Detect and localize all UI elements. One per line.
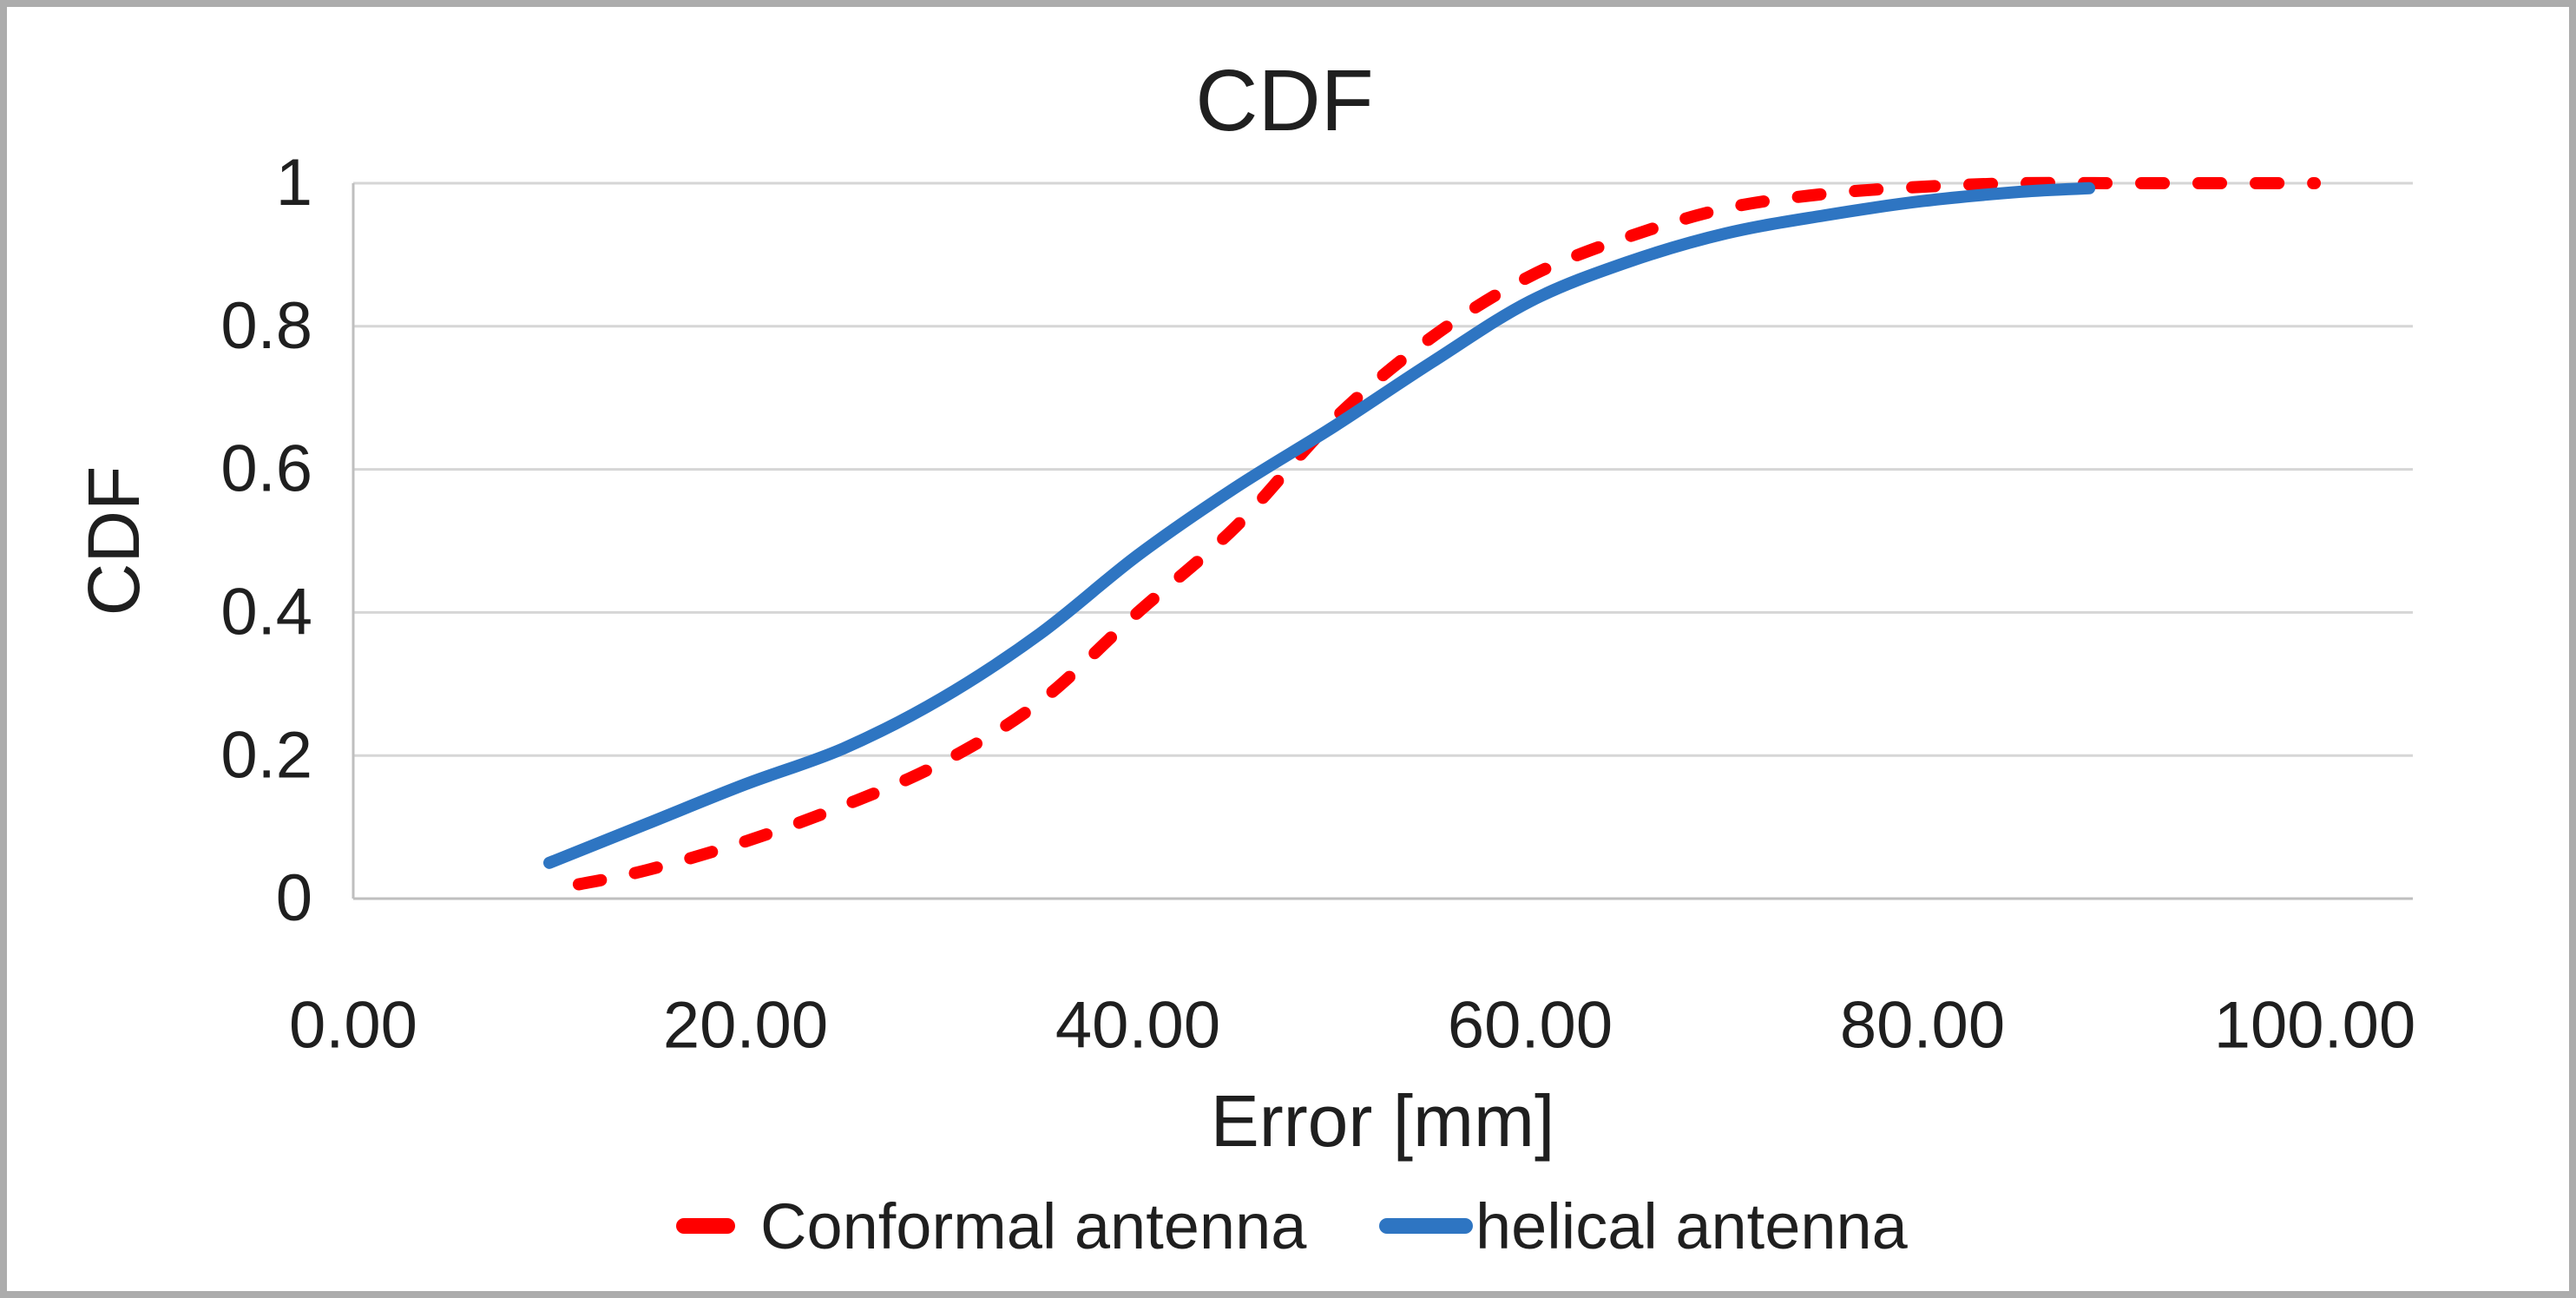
x-tick-label: 20.00	[663, 989, 828, 1063]
series-conformal-antenna-line	[572, 176, 2321, 891]
legend-item: helical antenna	[1379, 1190, 1909, 1262]
y-tick-label: 0.6	[220, 432, 312, 506]
x-tick-label: 60.00	[1448, 989, 1613, 1063]
y-axis-title: CDF	[73, 466, 154, 616]
y-axis-tick-labels: 0 0.2 0.4 0.6 0.8 1	[220, 146, 312, 935]
cdf-chart: 0.00 20.00 40.00 60.00 80.00 100.00 0 0.2 0.4 0.…	[73, 52, 2415, 1262]
legend-label: helical antenna	[1475, 1190, 1909, 1262]
y-tick-label: 0.2	[220, 718, 312, 792]
series-helical-antenna-line	[543, 181, 2096, 869]
chart-title: CDF	[1195, 52, 1374, 149]
x-tick-label: 100.00	[2214, 989, 2415, 1063]
x-tick-label: 40.00	[1055, 989, 1220, 1063]
legend-item: Conformal antenna	[676, 1190, 1307, 1262]
legend-label: Conformal antenna	[760, 1190, 1307, 1262]
x-axis-title: Error [mm]	[1211, 1080, 1555, 1162]
x-axis-tick-labels: 0.00 20.00 40.00 60.00 80.00 100.00	[289, 989, 2415, 1063]
legend: Conformal antenna helical antenna	[676, 1190, 1909, 1262]
gridlines	[353, 181, 2413, 900]
x-tick-label: 80.00	[1840, 989, 2005, 1063]
y-tick-label: 0.4	[220, 575, 312, 649]
series-layer	[543, 176, 2321, 891]
x-tick-label: 0.00	[289, 989, 417, 1063]
y-tick-label: 0.8	[220, 289, 312, 363]
axes	[352, 183, 2413, 900]
y-tick-label: 0	[276, 861, 312, 935]
y-tick-label: 1	[276, 146, 312, 220]
